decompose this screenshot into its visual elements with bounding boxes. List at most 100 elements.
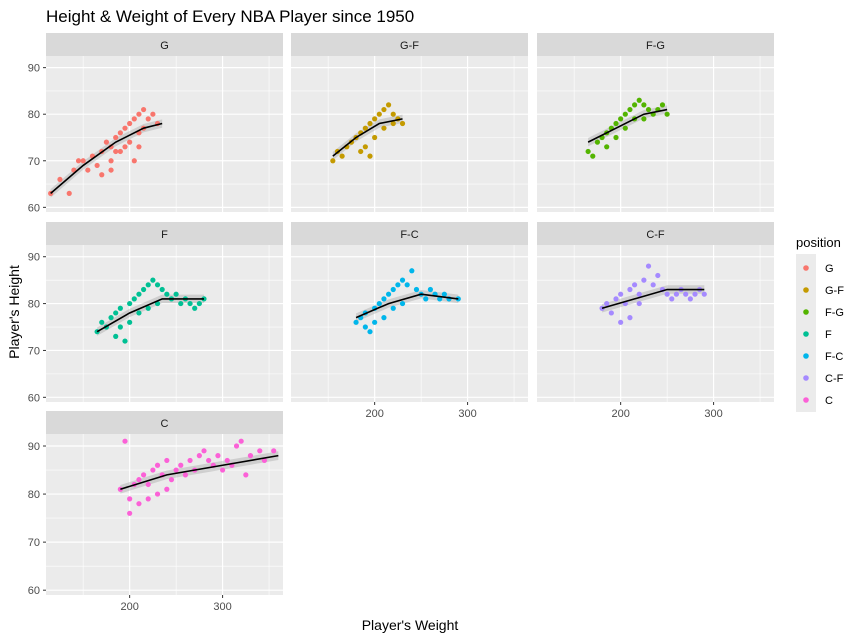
facet-strip-label: C-F [646,229,665,241]
data-point [201,448,207,454]
data-point [140,472,147,478]
y-tick-label: 80 [28,109,40,121]
x-tick-label: 200 [120,601,138,613]
data-point [399,120,406,127]
data-point [641,102,647,108]
panel-background [46,245,283,402]
data-point [627,106,633,113]
data-point [215,453,221,459]
facet-strip [291,33,528,56]
data-point [57,176,63,183]
smooth-line [96,298,204,333]
data-point [608,310,614,316]
data-point [113,148,119,155]
legend-label-g: G [825,263,834,275]
data-point [645,263,652,269]
data-point [182,472,189,478]
panel-background [537,56,774,212]
data-point [618,319,624,325]
data-point [585,148,591,155]
data-point [362,324,368,330]
data-point [437,296,443,302]
data-point [385,102,392,108]
y-tick-label: 70 [28,345,40,357]
data-point [390,305,396,311]
data-point [131,158,137,164]
data-point [622,111,628,117]
data-point [196,453,202,459]
confidence-band [588,105,668,147]
data-point [381,296,387,302]
data-point [122,338,128,344]
legend-key-f [803,331,809,337]
data-point [150,277,156,283]
data-point [367,329,373,335]
data-point [150,467,156,473]
data-point [372,134,378,141]
data-point [136,477,142,483]
data-point [127,319,133,325]
data-point [261,457,268,464]
data-point [381,106,387,113]
y-tick-label: 80 [28,299,40,311]
data-point [66,190,72,196]
data-point [385,291,392,297]
panel-background [291,56,528,212]
data-point [636,291,642,297]
y-axis-title: Player's Height [6,265,22,359]
facet-strip-label: F-C [400,229,418,241]
legend: position G G-F F-G F F-C C-F C [796,235,844,412]
data-point [590,153,596,159]
legend-label-f: F [825,329,832,341]
facet-panel-c-f: C-F 200 300 [537,222,774,420]
data-point [224,457,230,464]
data-point [390,111,396,117]
data-point [618,291,624,297]
data-point [131,116,137,122]
facet-strip-label: F [161,229,168,241]
data-point [108,167,114,173]
data-point [271,448,277,454]
x-tick-label: 200 [365,408,383,420]
data-point [113,134,119,141]
data-point [673,291,680,297]
data-point [664,291,670,297]
legend-label-c: C [825,395,833,407]
data-point [399,277,406,283]
data-point [168,477,175,483]
data-point [136,501,142,507]
panel-background [537,245,774,402]
data-point [441,291,447,297]
data-point [631,282,638,288]
data-point [178,300,184,307]
data-point [154,462,161,468]
data-point [618,116,624,122]
facet-panels: G 60 70 80 90 G-F F-G F 60 70 80 90 F-C 200 300 C-F 200 3… [28,33,774,613]
data-point [75,158,82,164]
data-point [627,315,633,321]
data-point [219,467,226,473]
y-tick-label: 90 [28,63,40,75]
data-point [664,111,670,117]
legend-key-c [803,397,809,403]
data-point [622,125,628,131]
data-point [427,286,434,293]
data-point [99,319,105,325]
data-point [395,282,401,288]
facet-strip [291,222,528,245]
data-point [127,496,133,502]
data-point [381,315,387,321]
facet-strip-label: F-G [646,40,665,52]
confidence-band [356,289,459,322]
data-point [145,116,151,122]
data-point [164,486,170,492]
data-point [103,139,110,145]
facet-strip [46,33,283,56]
data-point [404,282,410,288]
y-tick-label: 70 [28,537,40,549]
y-tick-label: 70 [28,156,40,168]
data-point [127,510,133,516]
data-point [140,286,147,293]
facet-strip [46,411,283,434]
data-point [353,319,359,325]
